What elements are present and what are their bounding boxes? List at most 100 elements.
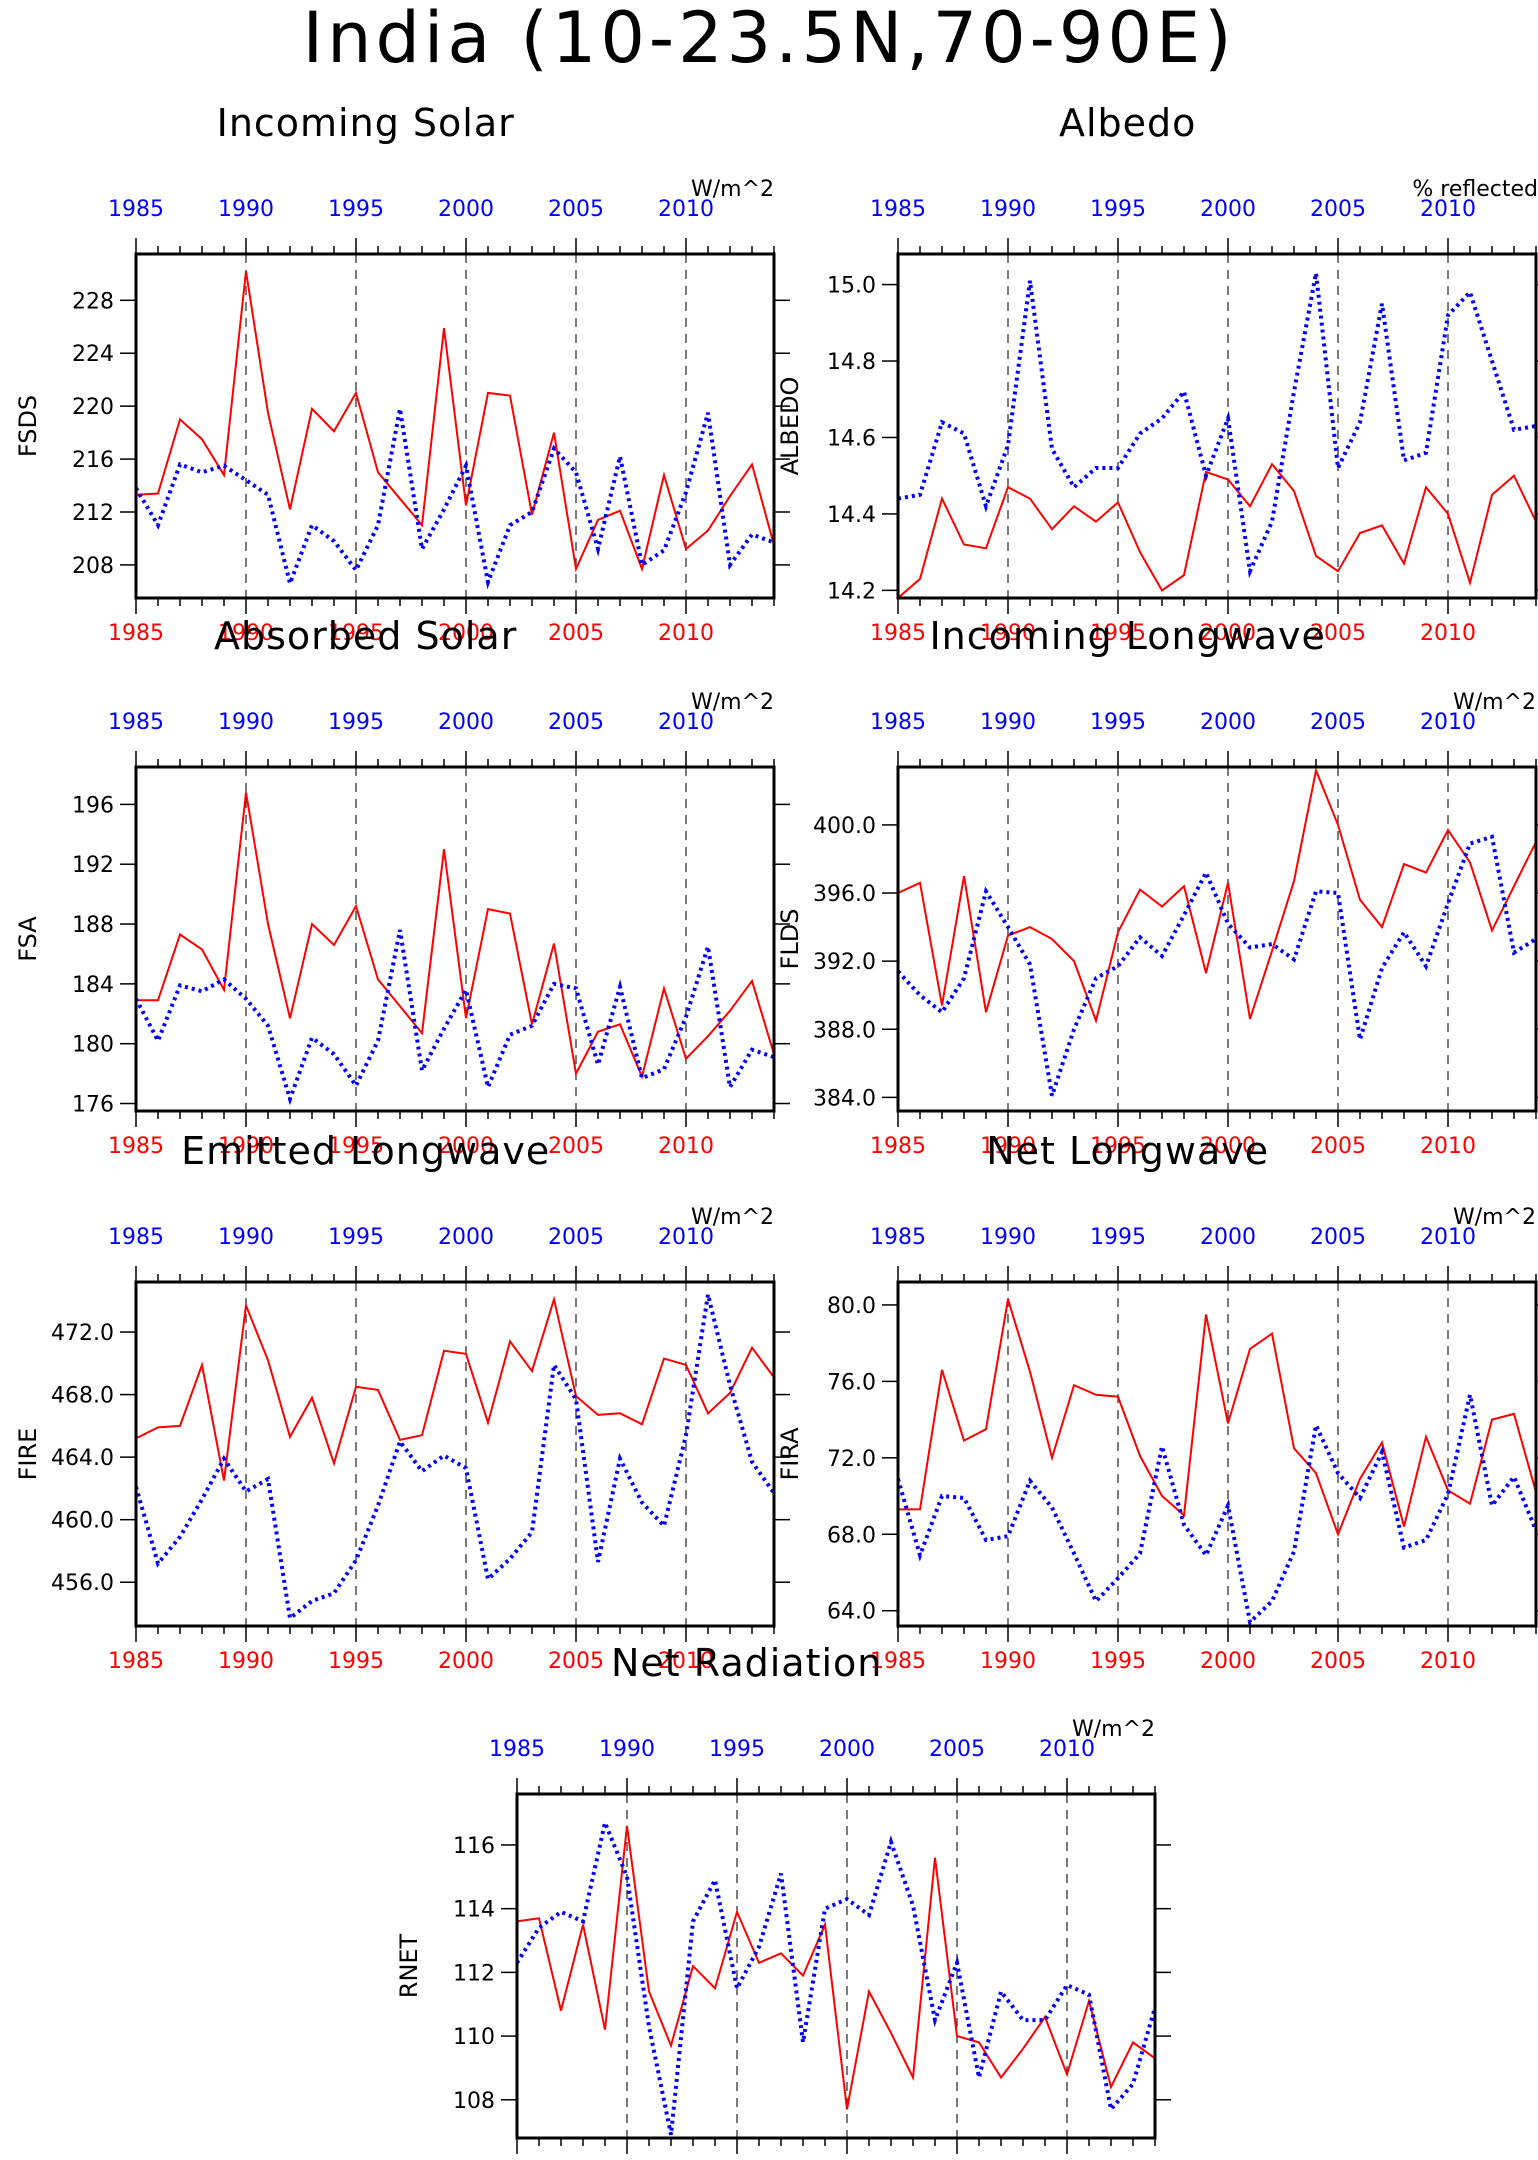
x-tick-label-top: 1995 [1090, 1225, 1146, 1250]
units-label: W/m^2 [691, 1205, 774, 1230]
panel-title: Incoming Solar [217, 101, 515, 145]
y-tick-label: 110 [453, 2025, 495, 2050]
x-tick-label-top: 2000 [438, 1225, 494, 1250]
units-label: W/m^2 [691, 177, 774, 202]
x-tick-label-top: 2010 [658, 1225, 714, 1250]
units-label: W/m^2 [1453, 690, 1536, 715]
panel-title: Incoming Longwave [929, 614, 1325, 658]
x-tick-label-top: 1995 [328, 710, 384, 735]
series-blue-dotted-line [898, 834, 1536, 1097]
x-tick-label-bottom: 1985 [870, 1649, 926, 1674]
series-group [136, 271, 774, 591]
main-title: India (10-23.5N,70-90E) [302, 0, 1235, 79]
x-tick-label-bottom: 2000 [438, 1649, 494, 1674]
y-axis-label: FLDS [776, 909, 804, 970]
y-tick-label: 116 [453, 1834, 495, 1859]
x-tick-label-bottom: 2000 [438, 1134, 494, 1159]
x-tick-label-top: 2000 [1200, 197, 1256, 222]
series-red-line [136, 792, 774, 1080]
y-axis-label: ALBEDO [776, 377, 804, 476]
series-group [898, 1298, 1536, 1626]
series-group [898, 767, 1536, 1097]
x-tick-label-top: 1985 [108, 1225, 164, 1250]
x-tick-label-top: 1995 [328, 197, 384, 222]
x-tick-label-bottom: 1995 [328, 1134, 384, 1159]
y-tick-label: 14.6 [827, 426, 876, 451]
x-tick-label-top: 2005 [548, 197, 604, 222]
units-label: % reflected [1412, 177, 1538, 202]
plot-frame [134, 1280, 776, 1628]
y-tick-label: 72.0 [827, 1447, 876, 1472]
series-blue-dotted-line [898, 1394, 1536, 1626]
x-tick-label-top: 1995 [328, 1225, 384, 1250]
x-tick-label-bottom: 1990 [218, 621, 274, 646]
x-tick-label-top: 1990 [599, 1737, 655, 1762]
x-tick-label-bottom: 1995 [1090, 621, 1146, 646]
x-tick-label-bottom: 1990 [218, 1649, 274, 1674]
series-red-line [898, 462, 1536, 598]
panel-net-longwave: Net Longwave W/m^2 FIRA 64.0 68.0 72.0 76.0 80.… [776, 1129, 1538, 1674]
x-tick-label-top: 2005 [548, 710, 604, 735]
plot-frame [515, 1792, 1157, 2140]
series-blue-dotted-line [517, 1816, 1155, 2136]
x-tick-label-top: 2010 [1420, 197, 1476, 222]
y-tick-label: 14.4 [827, 503, 876, 528]
series-blue-dotted-line [136, 408, 774, 591]
panel-title: Net Radiation [611, 1641, 882, 1685]
x-tick-label-top: 2000 [819, 1737, 875, 1762]
y-tick-label: 212 [72, 501, 114, 526]
x-tick-label-top: 2000 [438, 197, 494, 222]
x-tick-label-top: 1985 [108, 710, 164, 735]
x-tick-label-bottom: 2000 [1200, 621, 1256, 646]
x-tick-label-bottom: 2000 [1200, 1649, 1256, 1674]
x-tick-label-top: 1990 [980, 710, 1036, 735]
y-tick-label: 114 [453, 1898, 495, 1923]
x-tick-label-top: 2010 [1420, 710, 1476, 735]
x-tick-label-top: 2010 [1039, 1737, 1095, 1762]
x-tick-label-bottom: 2000 [1200, 1134, 1256, 1159]
x-tick-label-top: 1985 [870, 1225, 926, 1250]
panel-incoming-longwave: Incoming Longwave W/m^2 FLDS 384.0 388.0 392.… [776, 614, 1538, 1159]
series-red-line [136, 1295, 774, 1481]
y-tick-label: 108 [453, 2089, 495, 2114]
x-tick-label-bottom: 2010 [658, 1134, 714, 1159]
y-tick-label: 76.0 [827, 1370, 876, 1395]
x-tick-label-top: 1995 [1090, 710, 1146, 735]
x-tick-label-bottom: 2005 [548, 621, 604, 646]
x-tick-label-bottom: 1995 [1090, 1649, 1146, 1674]
y-tick-label: 80.0 [827, 1294, 876, 1319]
x-tick-label-bottom: 1990 [980, 1134, 1036, 1159]
x-tick-label-bottom: 2005 [548, 1134, 604, 1159]
x-tick-label-top: 1990 [980, 197, 1036, 222]
x-tick-label-bottom: 1990 [218, 1134, 274, 1159]
x-tick-label-bottom: 2010 [658, 621, 714, 646]
y-tick-label: 196 [72, 793, 114, 818]
x-tick-label-top: 1995 [1090, 197, 1146, 222]
y-tick-label: 188 [72, 913, 114, 938]
x-tick-label-bottom: 1985 [108, 621, 164, 646]
y-tick-label: 208 [72, 554, 114, 579]
panel-albedo: Albedo % reflected ALBEDO 14.2 14.4 14.6 14.8 1… [776, 101, 1538, 646]
units-label: W/m^2 [1072, 1717, 1155, 1742]
y-tick-label: 14.2 [827, 579, 876, 604]
panel-net-radiation: Net Radiation W/m^2 RNET 108 110 112 114 116 198… [395, 1641, 1171, 2154]
series-red-line [517, 1825, 1155, 2110]
x-tick-label-bottom: 1985 [108, 1649, 164, 1674]
x-tick-label-bottom: 2010 [1420, 1134, 1476, 1159]
x-tick-label-top: 2000 [1200, 710, 1256, 735]
x-tick-label-bottom: 2005 [1310, 1134, 1366, 1159]
x-tick-label-bottom: 1990 [980, 621, 1036, 646]
y-tick-label: 400.0 [813, 814, 876, 839]
x-tick-label-top: 2010 [1420, 1225, 1476, 1250]
units-label: W/m^2 [691, 690, 774, 715]
x-tick-label-top: 1985 [870, 197, 926, 222]
y-tick-label: 228 [72, 289, 114, 314]
x-tick-label-bottom: 1995 [328, 1649, 384, 1674]
x-tick-label-top: 2005 [929, 1737, 985, 1762]
series-red-line [136, 271, 774, 573]
panel-title: Albedo [1059, 101, 1196, 145]
panel-emitted-longwave: Emitted Longwave W/m^2 FIRE 456.0 460.0 464.0… [14, 1129, 790, 1674]
y-tick-label: 184 [72, 973, 114, 998]
y-tick-label: 472.0 [51, 1321, 114, 1346]
y-axis-label: FSA [14, 916, 42, 962]
